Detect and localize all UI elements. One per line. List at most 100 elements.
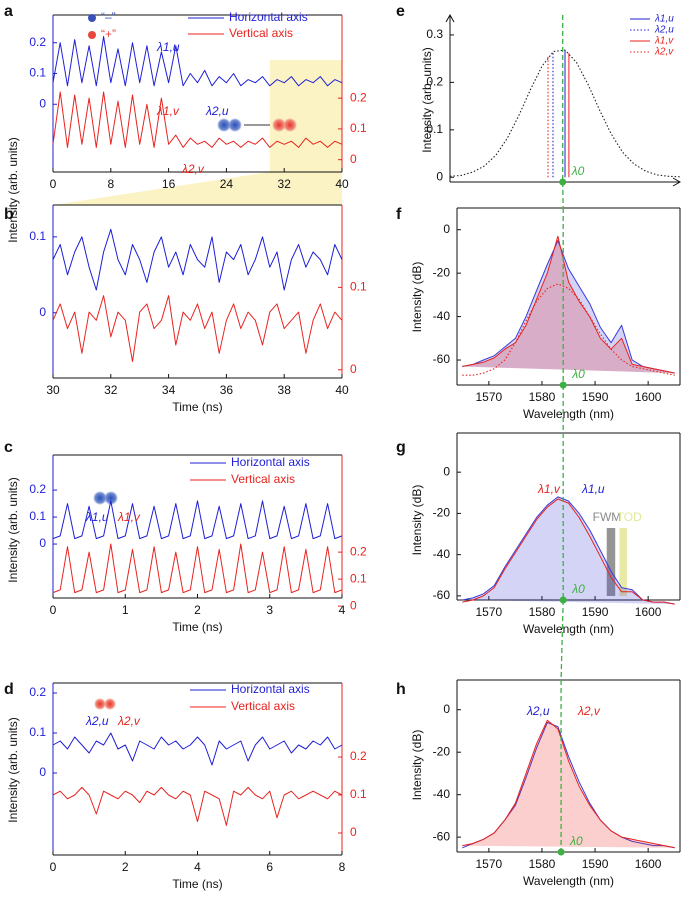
x-tick-label: 40 (335, 177, 349, 191)
y-tick-label: 0 (443, 702, 450, 716)
y-tick-label: 0.1 (29, 509, 46, 523)
band (606, 528, 616, 596)
legend-label: λ2,u (654, 25, 674, 36)
reference-label: λ0 (571, 367, 585, 381)
annotation: λ2,u (85, 714, 109, 728)
x-axis-label: Wavelength (nm) (523, 874, 614, 888)
x-axis-label: Time (ns) (172, 877, 222, 891)
x-tick-label: 24 (220, 177, 234, 191)
annotation: λ1,v (117, 510, 141, 524)
y-axis-label: Intensity (arb. units) (6, 137, 20, 242)
x-axis-label: Wavelength (nm) (523, 407, 614, 421)
y2-tick-label: 0.1 (350, 121, 367, 135)
x-axis-label: Time (ns) (172, 400, 222, 414)
y2-tick-label: 0.1 (350, 280, 367, 294)
series-line (52, 91, 343, 148)
x-tick-label: 0 (50, 603, 57, 617)
annotation: λ2,v (117, 714, 141, 728)
y-tick-label: 0.2 (29, 685, 46, 699)
x-tick-label: 1600 (635, 857, 662, 871)
red-dot (283, 118, 297, 132)
zoom-highlight (269, 60, 342, 172)
red-dot (94, 698, 106, 710)
panel-label: e (396, 3, 405, 20)
legend-label: Horizontal axis (229, 10, 308, 24)
y-tick-label: -20 (433, 506, 451, 520)
y-tick-label: -60 (433, 829, 451, 843)
panel-label: h (396, 681, 406, 698)
x-tick-label: 1570 (476, 857, 503, 871)
axis-arrow (672, 177, 682, 187)
y2-tick-label: 0.1 (350, 571, 367, 585)
y-axis-label: Intensity (dB) (410, 262, 424, 333)
y-tick-label: 0 (39, 96, 46, 110)
x-tick-label: 30 (46, 383, 60, 397)
y-tick-label: -40 (433, 547, 451, 561)
panel-label: a (4, 3, 13, 20)
x-tick-label: 1580 (529, 605, 556, 619)
panel-label: f (396, 206, 402, 223)
y-axis-label: Intensity (arb. units) (420, 47, 434, 152)
y-tick-label: 0.1 (29, 229, 46, 243)
y-tick-label: 0 (39, 536, 46, 550)
x-tick-label: 40 (335, 383, 349, 397)
y2-tick-label: 0 (350, 825, 357, 839)
legend-label: Horizontal axis (231, 455, 310, 469)
legend-marker-label: “–” (101, 10, 116, 24)
legend-label: λ1,v (654, 36, 674, 47)
blue-dot (104, 491, 118, 505)
legend-label: Vertical axis (229, 26, 293, 40)
y2-tick-label: 0.2 (350, 90, 367, 104)
axis-arrow (445, 13, 455, 23)
y-tick-label: -60 (433, 588, 451, 602)
series-line (52, 786, 343, 826)
series-line (462, 719, 675, 849)
legend-marker-label: “+” (101, 27, 116, 41)
reference-label: λ0 (569, 834, 583, 848)
series-line (462, 496, 675, 605)
x-tick-label: 0 (50, 177, 57, 191)
y-tick-label: 0.1 (426, 122, 443, 136)
annotation: λ1,v (537, 482, 561, 496)
x-tick-label: 0 (50, 860, 57, 874)
y-tick-label: 0.1 (29, 66, 46, 80)
y-tick-label: 0 (436, 169, 443, 183)
y-tick-label: -20 (433, 265, 451, 279)
y-tick-label: -40 (433, 787, 451, 801)
annotation: λ2,u (205, 104, 229, 118)
y-tick-label: 0.1 (29, 725, 46, 739)
x-tick-label: 1590 (582, 857, 609, 871)
y-tick-label: 0 (443, 464, 450, 478)
y2-tick-label: 0.2 (350, 544, 367, 558)
y-tick-label: -40 (433, 309, 451, 323)
x-tick-label: 1 (122, 603, 129, 617)
y-axis-label: Intensity (arb. units) (6, 717, 20, 822)
panel-label: d (4, 681, 14, 698)
series-line (52, 543, 343, 594)
series-line (52, 228, 343, 291)
zoom-connector (53, 172, 342, 205)
x-tick-label: 32 (104, 383, 118, 397)
y-tick-label: -20 (433, 744, 451, 758)
x-tick-label: 1570 (476, 605, 503, 619)
legend-label: Vertical axis (231, 699, 295, 713)
x-tick-label: 2 (194, 603, 201, 617)
annotation: λ2,v (181, 162, 205, 176)
y2-tick-label: 0 (350, 152, 357, 166)
y-tick-label: 0.3 (426, 27, 443, 41)
band-label: FWM (593, 510, 622, 524)
series-line (52, 295, 343, 362)
x-tick-label: 36 (220, 383, 234, 397)
red-dot (104, 698, 116, 710)
x-tick-label: 1590 (582, 605, 609, 619)
x-tick-label: 1600 (635, 390, 662, 404)
legend-marker (88, 14, 96, 22)
x-tick-label: 1600 (635, 605, 662, 619)
legend-label: λ1,u (654, 14, 674, 25)
annotation: λ1,u (581, 482, 605, 496)
annotation: λ2,u (526, 704, 550, 718)
legend-label: Horizontal axis (231, 682, 310, 696)
annotation: λ2,v (577, 704, 601, 718)
